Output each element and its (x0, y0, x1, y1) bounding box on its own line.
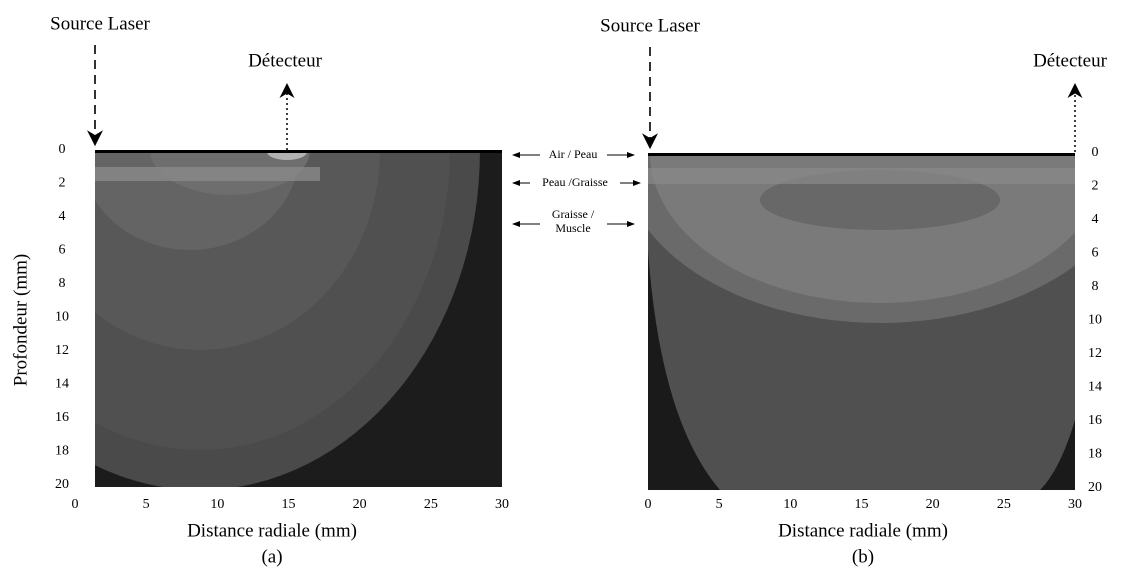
layer-label: Graisse / (552, 207, 595, 221)
y-tick-label: 6 (1092, 246, 1099, 261)
x-axis-label: Distance radiale (mm) (187, 520, 357, 541)
y-tick-label: 6 (59, 243, 66, 258)
layer-label: Peau /Graisse (542, 175, 608, 189)
caption: (b) (852, 546, 874, 567)
y-tick-label: 18 (1088, 447, 1102, 462)
x-tick-label: 20 (926, 497, 940, 512)
y-tick-label: 18 (55, 444, 69, 459)
y-tick-label: 8 (1092, 279, 1099, 294)
x-tick-label: 25 (997, 497, 1011, 512)
y-tick-label: 14 (1088, 380, 1102, 395)
y-tick-label: 12 (55, 343, 69, 358)
source-label: Source Laser (50, 13, 150, 34)
y-tick-label: 10 (1088, 313, 1102, 328)
x-tick-label: 10 (783, 497, 797, 512)
x-tick-label: 5 (716, 497, 723, 512)
y-tick-label: 12 (1088, 346, 1102, 361)
x-tick-label: 0 (645, 497, 652, 512)
y-tick-label: 20 (1088, 480, 1102, 495)
detector-label: Détecteur (248, 50, 323, 71)
x-tick-label: 25 (424, 497, 438, 512)
caption: (a) (261, 546, 282, 567)
y-tick-label: 16 (55, 410, 69, 425)
x-tick-label: 15 (855, 497, 869, 512)
y-tick-label: 0 (59, 142, 66, 157)
x-tick-label: 5 (143, 497, 150, 512)
heatmap-a (95, 150, 502, 487)
detector-label: Détecteur (1033, 50, 1108, 71)
layer-label: Air / Peau (549, 147, 598, 161)
source-label: Source Laser (600, 15, 700, 36)
x-tick-label: 30 (1068, 497, 1082, 512)
y-tick-label: 2 (1092, 179, 1099, 194)
y-tick-label: 14 (55, 377, 69, 392)
y-axis-label: Profondeur (mm) (10, 254, 31, 386)
y-tick-label: 4 (59, 209, 66, 224)
x-tick-label: 10 (210, 497, 224, 512)
heatmap-b (648, 153, 1075, 490)
y-tick-label: 0 (1092, 145, 1099, 160)
y-tick-label: 8 (59, 276, 66, 291)
x-tick-label: 15 (282, 497, 296, 512)
y-tick-label: 10 (55, 310, 69, 325)
x-tick-label: 0 (72, 497, 79, 512)
y-tick-label: 20 (55, 477, 69, 492)
x-tick-label: 20 (353, 497, 367, 512)
y-tick-label: 2 (59, 176, 66, 191)
layer-label: Muscle (555, 221, 590, 235)
y-tick-label: 4 (1092, 212, 1099, 227)
y-tick-label: 16 (1088, 413, 1102, 428)
x-axis-label: Distance radiale (mm) (778, 520, 948, 541)
x-tick-label: 30 (495, 497, 509, 512)
